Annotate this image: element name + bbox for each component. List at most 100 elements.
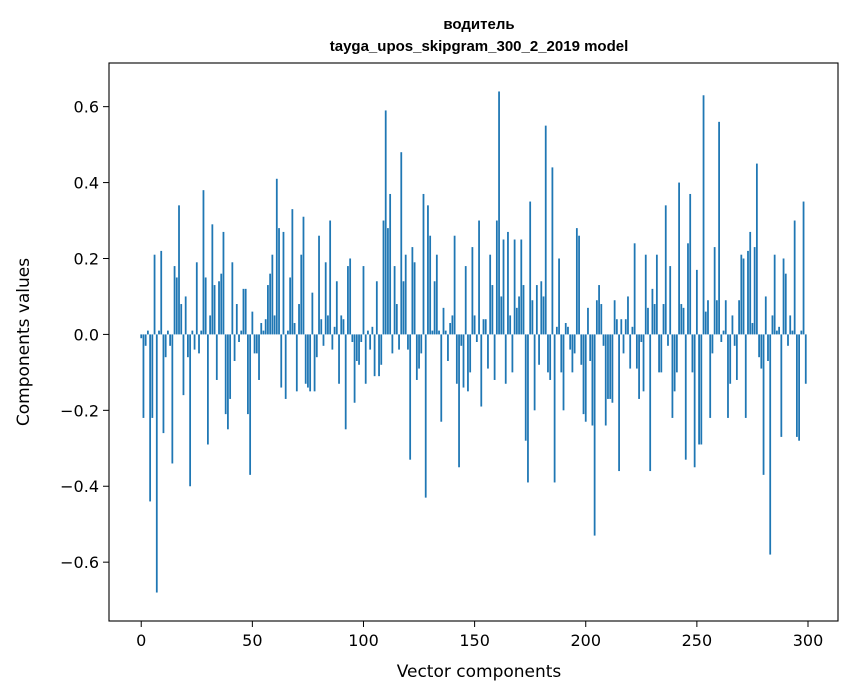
bar — [684, 334, 687, 460]
bar — [293, 323, 296, 335]
bar — [422, 193, 425, 335]
bar — [558, 258, 560, 335]
bar — [698, 334, 700, 445]
bar — [493, 334, 496, 380]
bar — [302, 216, 305, 335]
bar — [473, 315, 476, 335]
bar — [371, 326, 374, 335]
bar — [415, 334, 418, 380]
bar — [780, 334, 783, 437]
bar — [753, 247, 756, 335]
bar — [627, 296, 629, 335]
bar — [375, 281, 378, 335]
bar — [533, 334, 536, 411]
bar — [562, 334, 565, 411]
bar — [211, 224, 214, 335]
plot-frame — [108, 62, 839, 622]
bar — [153, 254, 156, 335]
bar — [449, 323, 452, 335]
bar — [182, 334, 185, 396]
bar — [295, 334, 298, 392]
bar — [791, 330, 794, 335]
bar — [271, 254, 274, 335]
bar — [200, 330, 203, 335]
bar — [289, 277, 292, 335]
bar — [282, 231, 285, 335]
bar — [658, 334, 660, 373]
bar — [731, 315, 734, 335]
x-tick-label: 100 — [348, 631, 379, 650]
bar — [682, 307, 685, 335]
bar — [469, 334, 472, 373]
bar — [413, 262, 416, 335]
bar — [724, 300, 727, 335]
bar — [158, 330, 160, 335]
bar — [198, 334, 200, 354]
bar — [440, 334, 443, 422]
bar — [364, 334, 367, 384]
bar — [702, 95, 705, 335]
bar — [778, 326, 780, 335]
bar — [338, 334, 340, 384]
y-tick-label: −0.6 — [60, 553, 99, 572]
bar — [478, 220, 480, 335]
bar — [771, 315, 774, 335]
bar — [291, 209, 294, 335]
y-axis-label: Components values — [14, 258, 34, 426]
x-tick-label: 200 — [570, 631, 601, 650]
bar — [224, 334, 227, 415]
bar — [509, 315, 512, 335]
bar — [340, 315, 343, 335]
x-tick-label: 50 — [242, 631, 262, 650]
bar — [475, 334, 478, 342]
bar — [467, 334, 469, 392]
bar — [564, 323, 567, 335]
bar — [155, 334, 158, 593]
bar-series — [140, 91, 807, 593]
bar — [320, 319, 323, 335]
bar — [484, 319, 487, 335]
y-tick-label: 0.6 — [74, 98, 99, 117]
bar — [398, 334, 400, 350]
bar — [555, 326, 558, 335]
bar — [418, 334, 420, 369]
bar — [527, 334, 529, 483]
bar — [578, 235, 580, 335]
bar — [695, 269, 698, 335]
bar — [378, 334, 380, 377]
bar — [389, 193, 392, 335]
y-tick-label: 0.2 — [74, 249, 99, 268]
bar — [382, 220, 385, 335]
bar — [322, 334, 325, 346]
bar — [598, 285, 600, 335]
bar — [593, 334, 596, 536]
bar — [195, 262, 198, 335]
bar — [173, 266, 176, 335]
bar — [287, 330, 289, 335]
bar — [711, 334, 714, 354]
bar — [353, 334, 356, 403]
bar — [518, 296, 520, 335]
bar — [742, 258, 745, 335]
bar — [767, 334, 769, 361]
bar — [351, 334, 354, 342]
bar — [775, 330, 778, 335]
bar — [613, 300, 616, 335]
bar — [347, 266, 349, 335]
bar — [571, 334, 574, 373]
bar — [420, 334, 423, 354]
bar — [727, 334, 729, 418]
bar — [391, 334, 394, 354]
bar — [784, 273, 787, 335]
bar — [178, 205, 180, 335]
bar — [242, 288, 245, 335]
y-axis-ticks: −0.6 −0.4 −0.2 0.0 0.2 0.4 0.6 — [60, 98, 109, 572]
bar — [535, 285, 538, 335]
bar — [395, 304, 398, 335]
bar — [611, 334, 614, 403]
bar — [471, 247, 474, 335]
bar — [653, 304, 656, 335]
bar — [542, 296, 545, 335]
bar — [700, 334, 703, 445]
